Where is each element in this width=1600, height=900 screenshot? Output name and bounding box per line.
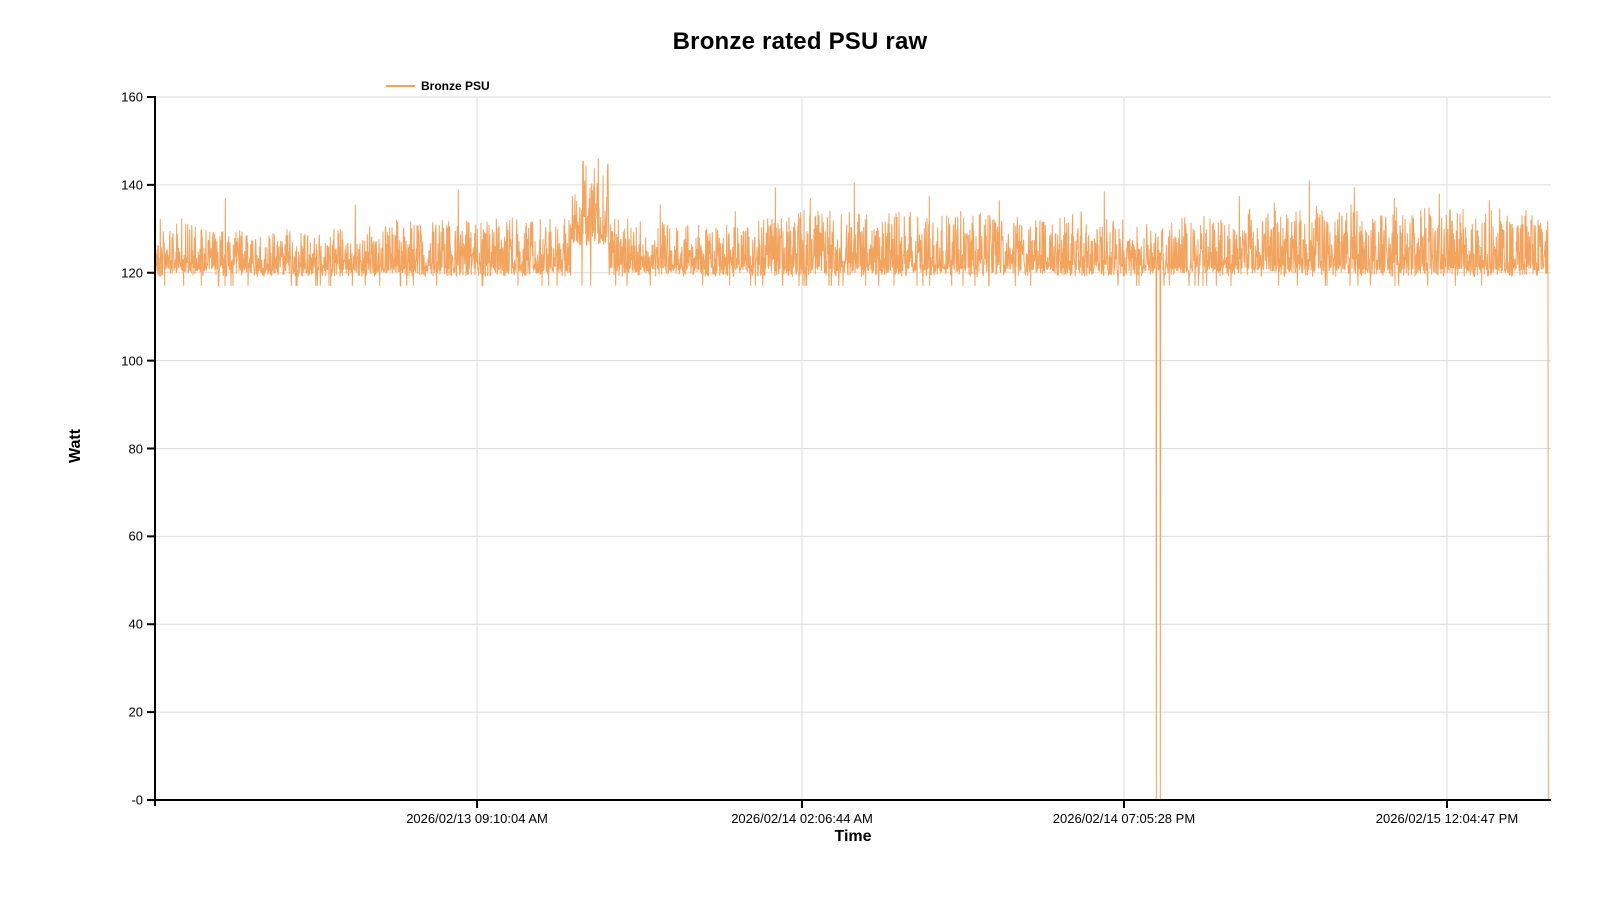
- x-tick-label: 2026/02/14 02:06:44 AM: [731, 811, 873, 826]
- y-tick-label: 40: [128, 616, 143, 632]
- y-tick-label: 120: [121, 265, 143, 281]
- x-axis-title: Time: [834, 828, 872, 845]
- legend-line-swatch-icon: [386, 85, 415, 87]
- y-tick-label: -0: [131, 792, 143, 808]
- series-line-bronze-psu: [154, 158, 1551, 801]
- y-tick-label: 140: [121, 177, 143, 193]
- legend-label: Bronze PSU: [421, 79, 490, 93]
- legend: Bronze PSU: [386, 78, 490, 94]
- x-tick-label: 2026/02/13 09:10:04 AM: [406, 811, 548, 826]
- x-tick-label: 2026/02/14 07:05:28 PM: [1052, 811, 1196, 826]
- y-tick-label: 160: [121, 89, 143, 105]
- x-tick-label: 2026/02/15 12:04:47 PM: [1375, 811, 1519, 826]
- chart-title: Bronze rated PSU raw: [672, 28, 928, 55]
- y-tick-label: 100: [121, 353, 143, 369]
- y-tick-label: 20: [128, 704, 143, 720]
- y-tick-label: 60: [128, 528, 143, 544]
- y-tick-label: 80: [128, 441, 143, 456]
